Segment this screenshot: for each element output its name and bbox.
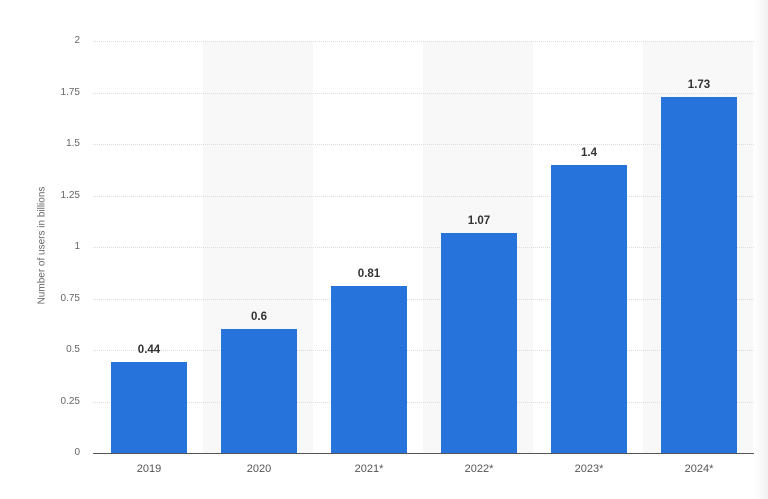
right-edge-shadow [754,0,768,499]
y-tick-label: 0 [74,447,80,458]
bar[interactable] [441,232,517,453]
y-tick-label: 1 [74,241,80,252]
gridline [93,92,754,94]
gridline [93,41,754,42]
gridline [93,247,754,248]
x-axis-line [93,453,754,454]
bar[interactable] [111,362,187,453]
bar-value-label: 0.81 [357,268,381,281]
gridline [93,401,754,403]
gridline [93,195,754,197]
y-axis-label: Number of users in billions [36,186,48,305]
y-tick-label: 0.5 [66,344,80,355]
x-tick-label: 2023* [574,463,604,475]
y-tick-label: 2 [74,35,80,46]
gridline [93,350,754,351]
x-tick-label: 2024* [684,463,714,475]
bar-value-label: 1.07 [467,214,491,227]
y-tick-label: 1.25 [60,189,80,201]
gridline [93,298,754,300]
x-tick-label: 2021* [354,463,384,475]
y-tick-label: 1.5 [66,138,80,149]
x-tick-label: 2020 [246,463,272,475]
bar-value-label: 1.4 [581,146,597,159]
bar[interactable] [661,96,737,453]
x-tick-label: 2022* [464,463,494,475]
bar[interactable] [551,164,627,453]
x-tick-label: 2019 [136,463,162,475]
bar[interactable] [331,286,407,453]
bar[interactable] [221,329,297,453]
y-tick-label: 0.25 [60,395,80,407]
y-tick-label: 1.75 [60,86,80,98]
gridline [93,144,754,145]
bar-value-label: 0.44 [137,344,161,357]
y-tick-label: 0.75 [60,292,80,304]
bar-value-label: 1.73 [687,78,711,91]
bar-value-label: 0.6 [251,311,267,324]
